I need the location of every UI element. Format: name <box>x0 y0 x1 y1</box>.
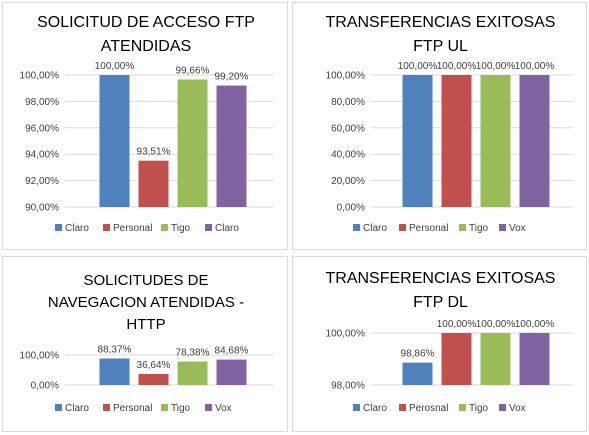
legend-label: Claro <box>363 403 387 414</box>
chart-title-line: FTP UL <box>413 38 468 55</box>
bar <box>441 333 472 385</box>
legend-label: Vox <box>509 403 526 414</box>
chart-svg: TRANSFERENCIAS EXITOSAS FTP UL 0,00% 20,00%… <box>326 14 573 234</box>
bar <box>99 358 130 385</box>
legend-swatch <box>205 224 212 231</box>
chart-title-line: SOLICITUDES DE <box>83 272 208 289</box>
chart-title-line: TRANSFERENCIAS EXITOSAS <box>326 270 556 287</box>
legend-swatch <box>399 404 406 411</box>
bar <box>177 361 208 385</box>
bar <box>177 79 208 207</box>
bar <box>138 160 169 207</box>
data-label: 100,00% <box>95 61 135 72</box>
y-tick-label: 100,00% <box>20 351 60 362</box>
data-label: 84,68% <box>215 346 249 357</box>
bar <box>402 75 433 207</box>
data-label: 100,00% <box>476 61 516 72</box>
bar <box>519 75 550 207</box>
bar <box>99 75 130 207</box>
legend-label: Claro <box>65 403 89 414</box>
legend-swatch <box>103 404 110 411</box>
data-label: 100,00% <box>515 61 555 72</box>
y-tick-label: 90,00% <box>25 203 59 214</box>
bar <box>480 75 511 207</box>
y-tick-label: 40,00% <box>331 150 365 161</box>
bar <box>480 333 511 385</box>
bar <box>216 85 247 207</box>
data-label: 100,00% <box>437 319 477 330</box>
data-label: 99,20% <box>215 72 249 83</box>
bar <box>441 75 472 207</box>
bar <box>138 374 169 385</box>
bar <box>216 359 247 385</box>
y-tick-label: 100,00% <box>20 71 60 82</box>
data-label: 36,64% <box>137 360 171 371</box>
data-label: 99,66% <box>176 65 210 76</box>
legend-swatch <box>459 404 466 411</box>
chart-title-line: FTP DL <box>413 294 468 311</box>
y-tick-label: 98,00% <box>25 97 59 108</box>
legend-label: Claro <box>363 223 387 234</box>
data-label: 78,38% <box>176 347 210 358</box>
data-label: 100,00% <box>398 61 438 72</box>
data-label: 100,00% <box>437 61 477 72</box>
legend-label: Vox <box>215 403 232 414</box>
y-tick-label: 20,00% <box>331 176 365 187</box>
chart-svg: SOLICITUD DE ACCESO FTP ATENDIDAS 90,00% 92… <box>20 14 273 234</box>
chart-svg: TRANSFERENCIAS EXITOSAS FTP DL 98,00% 100,0… <box>326 270 573 414</box>
data-label: 93,51% <box>137 147 171 158</box>
legend-swatch <box>399 224 406 231</box>
legend-label: Vox <box>509 223 526 234</box>
y-tick-label: 0,00% <box>337 203 365 214</box>
legend-label: Personal <box>409 223 448 234</box>
legend-label: Personal <box>113 223 152 234</box>
chart-panel-http: SOLICITUDES DE NAVEGACION ATENDIDAS - HTTP… <box>2 256 288 432</box>
legend-label: Claro <box>215 223 239 234</box>
legend-swatch <box>499 224 506 231</box>
legend-swatch <box>161 224 168 231</box>
y-tick-label: 80,00% <box>331 97 365 108</box>
legend-swatch <box>499 404 506 411</box>
y-tick-label: 98,00% <box>331 381 365 392</box>
chart-panel-ftp-ul: TRANSFERENCIAS EXITOSAS FTP UL 0,00% 20,00%… <box>292 2 587 250</box>
bar <box>402 362 433 385</box>
chart-title-line: TRANSFERENCIAS EXITOSAS <box>326 14 556 31</box>
chart-panel-ftp-access: SOLICITUD DE ACCESO FTP ATENDIDAS 90,00% 92… <box>2 2 288 250</box>
chart-title-line: ATENDIDAS <box>101 38 191 55</box>
legend-swatch <box>55 404 62 411</box>
y-tick-label: 100,00% <box>326 329 366 340</box>
chart-title-line: NAVEGACION ATENDIDAS - <box>48 294 244 311</box>
y-tick-label: 96,00% <box>25 123 59 134</box>
data-label: 100,00% <box>476 319 516 330</box>
legend-label: Tigo <box>171 223 191 234</box>
y-tick-label: 100,00% <box>326 71 366 82</box>
legend-swatch <box>459 224 466 231</box>
legend-swatch <box>55 224 62 231</box>
legend-label: Claro <box>65 223 89 234</box>
chart-panel-ftp-dl: TRANSFERENCIAS EXITOSAS FTP DL 98,00% 100,0… <box>292 256 587 432</box>
data-label: 100,00% <box>515 319 555 330</box>
data-label: 98,86% <box>401 349 435 360</box>
chart-title-line: SOLICITUD DE ACCESO FTP <box>37 14 255 31</box>
legend-swatch <box>353 224 360 231</box>
y-tick-label: 94,00% <box>25 150 59 161</box>
chart-title-line: HTTP <box>126 316 165 333</box>
data-label: 88,37% <box>98 344 132 355</box>
legend-swatch <box>103 224 110 231</box>
legend-swatch <box>205 404 212 411</box>
legend-label: Tigo <box>171 403 191 414</box>
y-tick-label: 92,00% <box>25 176 59 187</box>
bar <box>519 333 550 385</box>
legend-swatch <box>353 404 360 411</box>
y-tick-label: 60,00% <box>331 123 365 134</box>
legend-swatch <box>161 404 168 411</box>
legend-label: Tigo <box>469 403 489 414</box>
y-tick-label: 0,00% <box>31 381 59 392</box>
legend-label: Perosnal <box>409 403 448 414</box>
legend-label: Personal <box>113 403 152 414</box>
legend-label: Tigo <box>469 223 489 234</box>
chart-svg: SOLICITUDES DE NAVEGACION ATENDIDAS - HTTP… <box>20 272 273 414</box>
